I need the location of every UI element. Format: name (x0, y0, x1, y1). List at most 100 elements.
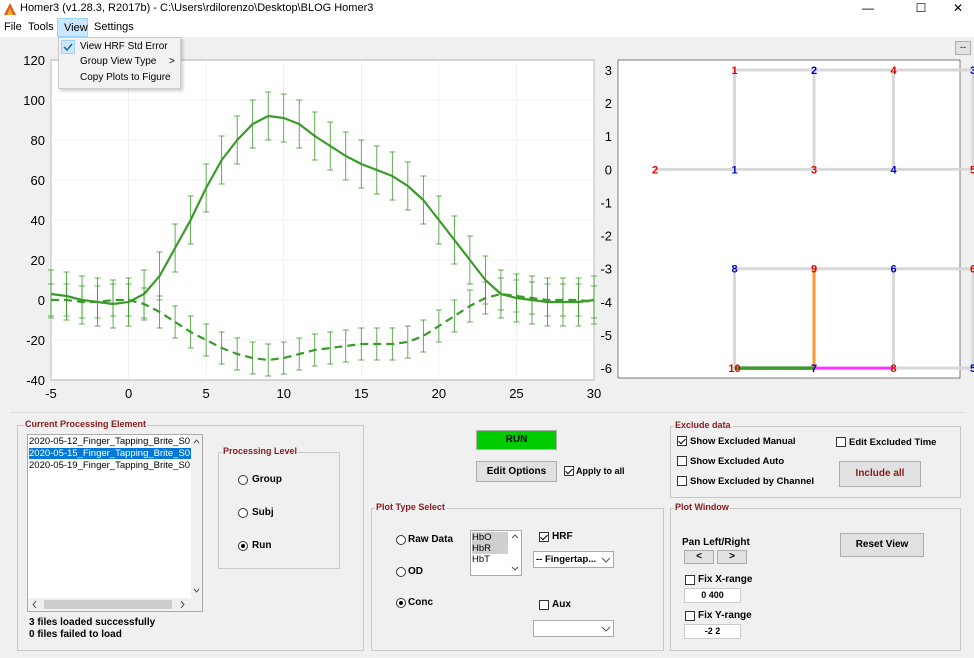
aux-checkbox[interactable] (539, 600, 549, 610)
processing-level-panel: Processing Level (218, 446, 340, 569)
show-excluded-by-channel-label: Show Excluded by Channel (690, 476, 815, 487)
detector-label: 4 (890, 164, 897, 176)
condition-dropdown[interactable]: -- Fingertap... (533, 551, 614, 568)
probe-y-tick-label: 1 (605, 129, 612, 144)
detector-label: 2 (811, 65, 817, 77)
radio-conc[interactable] (396, 598, 406, 608)
title-bar: Homer3 (v1.28.3, R2017b) - C:\Users\rdil… (0, 0, 974, 18)
probe-y-tick-label: 0 (605, 162, 612, 177)
collapse-button[interactable]: -- (955, 41, 971, 55)
submenu-arrow-icon: > (169, 56, 175, 67)
pan-left-button[interactable]: < (684, 550, 714, 564)
show-excluded-manual-checkbox[interactable] (677, 436, 687, 446)
menu-file[interactable]: File (4, 21, 22, 33)
pan-right-button[interactable]: > (717, 550, 747, 564)
menu-view-label: View (64, 22, 88, 34)
detector-label: 6 (890, 264, 896, 276)
y-tick-label: 80 (31, 133, 45, 148)
radio-subj[interactable] (238, 508, 248, 518)
y-range-input[interactable]: -2 2 (684, 624, 741, 639)
hrf-checkbox[interactable] (539, 532, 549, 542)
y-tick-label: 120 (23, 53, 45, 68)
source-label: 6 (970, 264, 974, 276)
menu-view[interactable]: View (57, 18, 88, 37)
list-item-hbt[interactable]: HbT (472, 554, 490, 565)
menu-item-label: Group View Type (80, 56, 157, 67)
x-range-input[interactable]: 0 400 (684, 588, 741, 603)
menu-tools[interactable]: Tools (28, 21, 54, 33)
exclude-data-panel: Exclude data (670, 420, 961, 498)
menu-item-label: Copy Plots to Figure (80, 72, 171, 83)
aux-dropdown[interactable] (533, 620, 614, 637)
list-item-hbr[interactable]: HbR (472, 543, 508, 554)
include-all-button[interactable]: Include all (839, 461, 921, 487)
view-dropdown-menu: View HRF Std Error Group View Type > Cop… (58, 37, 181, 89)
detector-label: 5 (970, 363, 974, 375)
radio-group[interactable] (238, 475, 248, 485)
radio-od[interactable] (396, 567, 406, 577)
window-title: Homer3 (v1.28.3, R2017b) - C:\Users\rdil… (20, 2, 374, 14)
panel-title: Current Processing Element (24, 419, 148, 429)
x-tick-label: 0 (125, 386, 132, 401)
aux-label: Aux (552, 599, 571, 610)
chevron-down-icon (601, 626, 611, 632)
show-excluded-by-channel-checkbox[interactable] (677, 476, 687, 486)
fix-y-range-label: Fix Y-range (698, 610, 752, 621)
fix-y-range-checkbox[interactable] (685, 611, 695, 621)
detector-label: 3 (970, 65, 974, 77)
horizontal-scrollbar[interactable] (28, 598, 202, 611)
run-button[interactable]: RUN (476, 430, 557, 450)
apply-to-all-checkbox[interactable] (564, 466, 574, 476)
menu-item-group-view-type[interactable]: Group View Type > (59, 55, 180, 70)
edit-excluded-time-checkbox[interactable] (836, 437, 846, 447)
listbox-scroll-arrows[interactable] (509, 531, 521, 575)
source-label: 10 (728, 363, 740, 375)
status-failed: 0 files failed to load (29, 629, 122, 640)
source-label: 1 (731, 65, 737, 77)
probe-axes-background (617, 59, 961, 379)
list-item[interactable]: 2020-05-19_Finger_Tapping_Brite_S01 (29, 460, 192, 471)
edit-options-button[interactable]: Edit Options (476, 461, 557, 482)
close-button[interactable]: ✕ (952, 1, 964, 15)
show-excluded-auto-checkbox[interactable] (677, 456, 687, 466)
menu-item-view-hrf-std-error[interactable]: View HRF Std Error (59, 40, 180, 55)
source-label: 4 (890, 65, 897, 77)
source-label: 3 (811, 164, 817, 176)
y-tick-label: 20 (31, 253, 45, 268)
hb-listbox[interactable]: HbO HbR HbT (470, 530, 522, 576)
panel-title: Processing Level (222, 446, 299, 456)
apply-to-all-label: Apply to all (576, 466, 625, 476)
source-label: 5 (970, 164, 974, 176)
menu-settings[interactable]: Settings (94, 21, 134, 33)
detector-label: 1 (731, 164, 737, 176)
list-item[interactable]: 2020-05-12_Finger_Tapping_Brite_S01 (29, 436, 192, 447)
show-excluded-manual-label: Show Excluded Manual (690, 436, 796, 447)
probe-y-tick-label: -3 (600, 262, 612, 277)
probe-y-tick-label: -4 (600, 295, 612, 310)
maximize-button[interactable]: ☐ (915, 1, 927, 15)
probe-y-tick-label: -5 (600, 328, 612, 343)
panel-title: Plot Type Select (375, 502, 446, 512)
edit-excluded-time-label: Edit Excluded Time (849, 437, 937, 448)
probe-tick-labels: 3 2 1 0 -1 -2 -3 -4 -5 -6 (600, 63, 612, 376)
hrf-tick-labels: -5 0 5 10 15 20 25 30 120 100 80 60 40 20 0 -20 -40 (23, 53, 601, 401)
menu-item-copy-plots[interactable]: Copy Plots to Figure (59, 71, 180, 86)
radio-raw-data[interactable] (396, 535, 406, 545)
file-list[interactable]: 2020-05-12_Finger_Tapping_Brite_S01 2020… (27, 434, 203, 612)
x-tick-label: 15 (354, 386, 368, 401)
radio-run[interactable] (238, 541, 248, 551)
fix-x-range-checkbox[interactable] (685, 575, 695, 585)
menu-item-label: View HRF Std Error (80, 41, 168, 52)
minimize-button[interactable]: — (862, 1, 874, 15)
reset-view-button[interactable]: Reset View (840, 533, 924, 557)
panel-title: Plot Window (674, 502, 730, 512)
current-processing-panel: Current Processing Element (17, 419, 364, 651)
radio-run-label: Run (252, 540, 272, 551)
vertical-scrollbar[interactable] (191, 435, 202, 598)
radio-od-label: OD (408, 566, 423, 577)
list-item-selected[interactable]: 2020-05-15_Finger_Tapping_Brite_S01 (29, 448, 192, 459)
list-item-hbo[interactable]: HbO (472, 532, 508, 543)
radio-group-label: Group (252, 474, 282, 485)
probe-y-tick-label: -6 (600, 361, 612, 376)
